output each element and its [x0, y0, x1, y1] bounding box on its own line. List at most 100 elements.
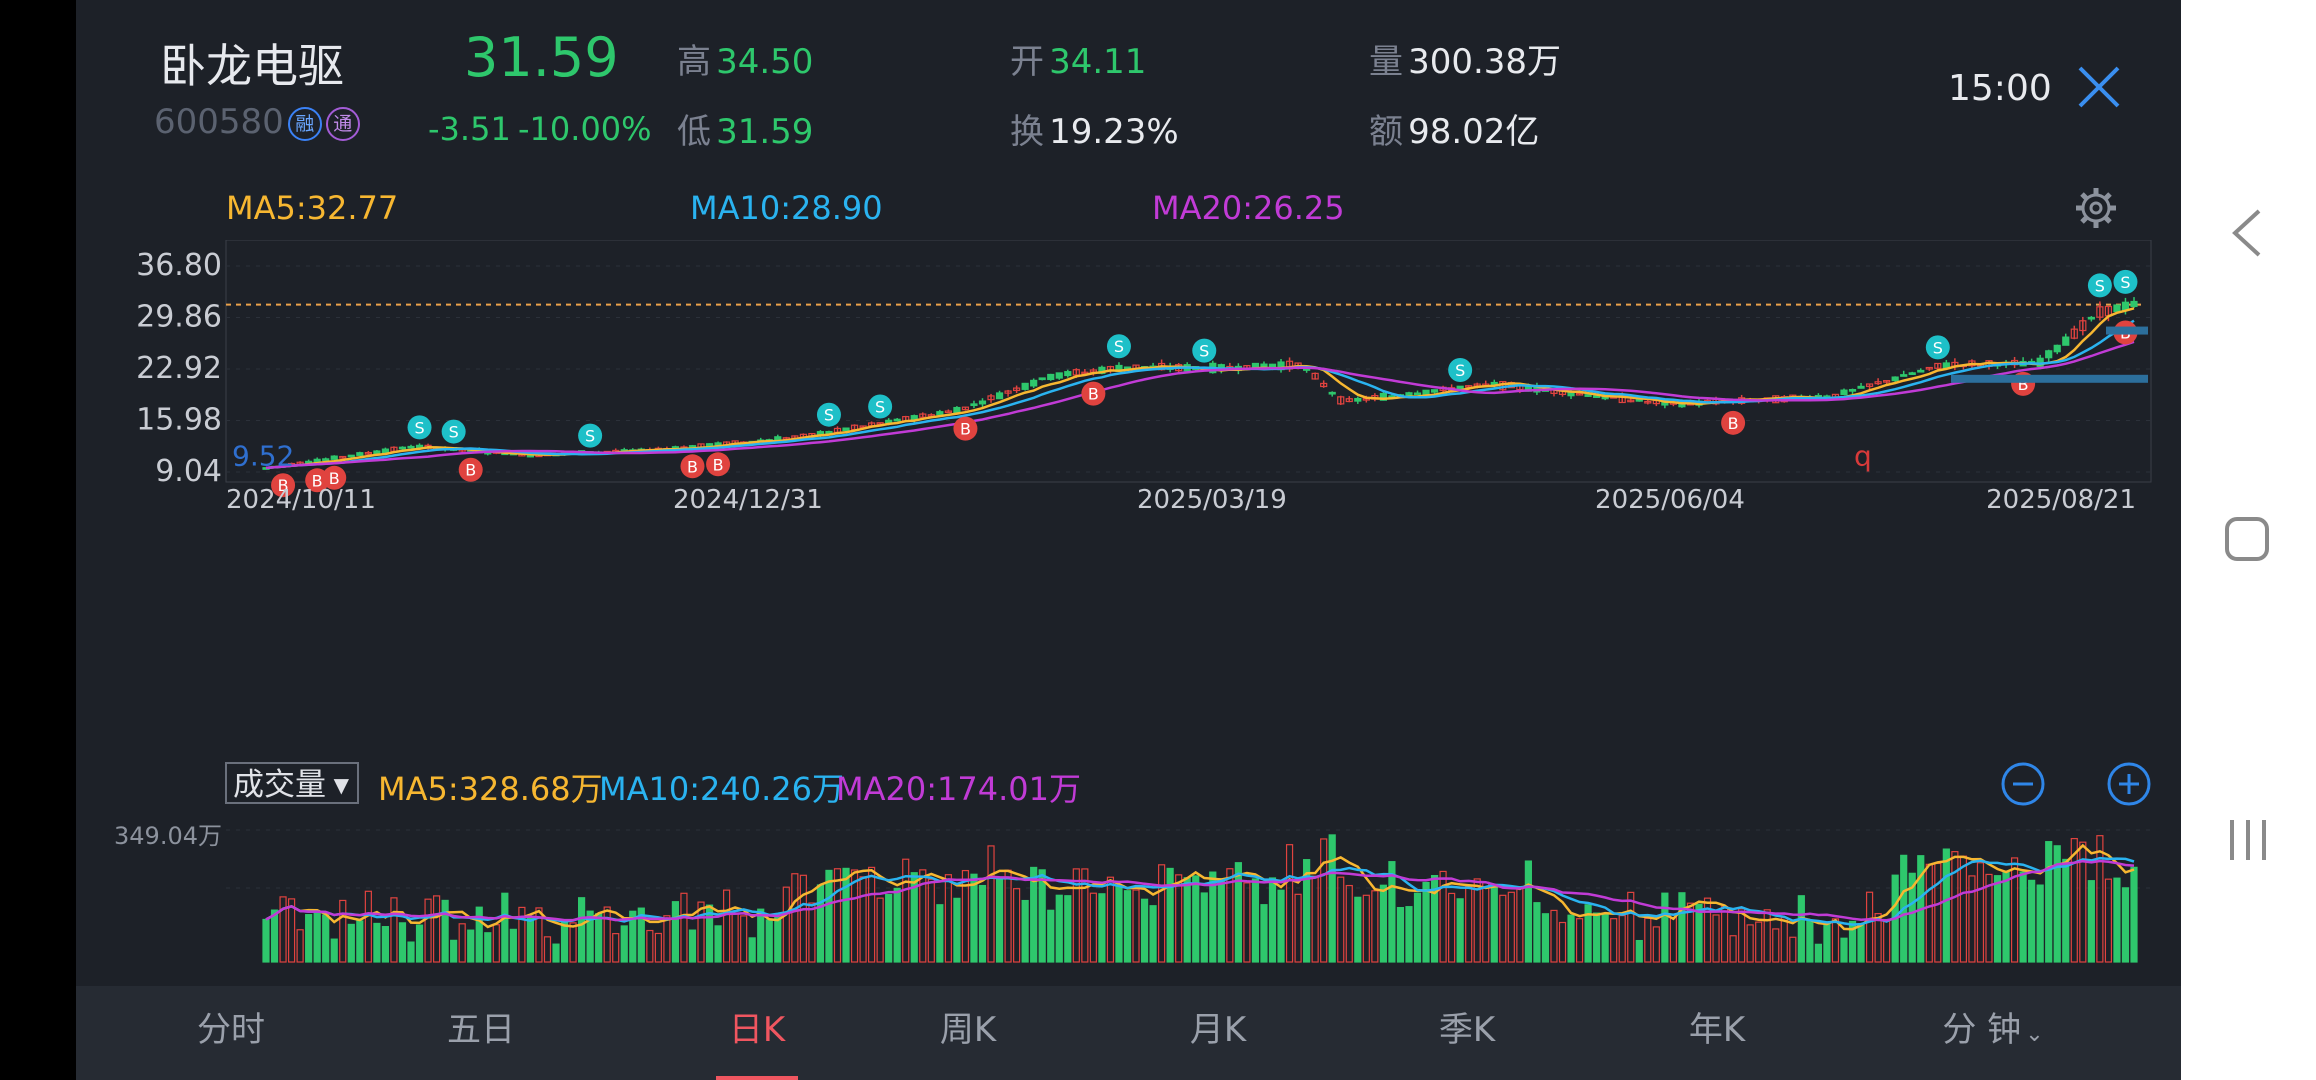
volume-bar	[868, 866, 876, 963]
volume-bar	[1047, 909, 1055, 963]
buy-signal-label: B	[312, 471, 323, 490]
volume-bar	[2036, 884, 2044, 963]
volume-bar	[1149, 905, 1157, 963]
home-nav-icon[interactable]	[2221, 513, 2273, 565]
volume-stat: 量 300.38万	[1369, 34, 1561, 83]
candle-body	[2113, 304, 2121, 313]
volume-bar	[603, 906, 611, 963]
kline-chart[interactable]: SSSSSSSSSSSBBBBBBBBBBB 36.8029.8622.9215…	[76, 240, 2181, 760]
volume-bar	[1422, 881, 1430, 963]
sell-signal-label: S	[449, 423, 459, 442]
tab-intraday[interactable]: 分时	[197, 1010, 265, 1050]
tab-quarterly-k[interactable]: 季K	[1438, 1010, 1496, 1050]
volume-chart[interactable]: 349.04万	[76, 810, 2181, 986]
volume-bar	[1448, 892, 1456, 963]
buy-signal-label: B	[278, 476, 289, 495]
high-price-marker: q	[1854, 440, 1872, 473]
candle-body	[1413, 392, 1422, 396]
volume-bar	[1072, 868, 1080, 963]
volume-bar	[1251, 878, 1260, 963]
buy-signal-icon	[953, 416, 978, 441]
buy-signal-label: B	[465, 461, 476, 480]
volume-bar	[1413, 892, 1422, 963]
volume-bar	[373, 922, 381, 963]
candle-body	[1123, 366, 1132, 370]
volume-bar	[1132, 889, 1140, 963]
volume-bar	[1601, 912, 1609, 963]
back-nav-icon[interactable]	[2227, 207, 2267, 259]
settings-gear-icon[interactable]	[2072, 184, 2120, 232]
volume-bar	[586, 910, 594, 963]
candle-body	[944, 410, 952, 414]
zoom-out-icon[interactable]	[1999, 760, 2047, 808]
volume-bar	[1746, 924, 1754, 963]
volume-bar	[1456, 898, 1464, 963]
volume-bar	[774, 916, 782, 963]
volume-bar	[560, 920, 569, 963]
volume-bar	[569, 922, 577, 963]
volume-bar	[1234, 862, 1242, 963]
sell-signal-label: S	[875, 397, 885, 416]
volume-bar	[1439, 870, 1447, 963]
volume-bar	[808, 902, 816, 963]
volume-bar	[526, 917, 535, 963]
volume-bar	[2087, 880, 2095, 963]
open-stat: 开 34.11	[1010, 34, 1146, 83]
candle-body	[1430, 389, 1439, 393]
volume-bar	[970, 873, 978, 963]
recents-nav-icon[interactable]	[2223, 815, 2273, 865]
candle-body	[1891, 376, 1899, 382]
candle-body	[1593, 395, 1601, 398]
volume-bar	[637, 907, 645, 963]
buy-signal-label: B	[1728, 414, 1739, 433]
candle-body	[1584, 394, 1592, 397]
volume-bar	[313, 910, 321, 963]
volume-bar	[1482, 881, 1490, 963]
tab-yearly-k[interactable]: 年K	[1688, 1010, 1746, 1050]
volume-bar	[1123, 890, 1132, 963]
volume-bar	[322, 914, 330, 963]
tab-daily-k[interactable]: 日K	[728, 1010, 786, 1050]
volume-bar	[1405, 906, 1413, 963]
volume-bar	[1976, 862, 1985, 963]
volume-bar	[2104, 878, 2113, 963]
volume-bar	[1217, 878, 1225, 963]
volume-bar	[2010, 857, 2019, 963]
volume-bar	[833, 868, 842, 963]
volume-bar	[953, 897, 961, 963]
tab-five-day[interactable]: 五日	[447, 1010, 515, 1050]
time-label: 15:00	[1948, 68, 2052, 109]
candle-body	[1627, 399, 1635, 403]
volume-bar	[1507, 891, 1515, 963]
volume-bar	[356, 920, 364, 963]
tab-minute[interactable]: 分 钟 ⌄	[1913, 1002, 2073, 1051]
volume-bar	[1260, 904, 1268, 963]
volume-bar	[1200, 892, 1208, 963]
app-window: 卧龙电驱 600580 融通 31.59 -3.51 -10.00% 高 34.5…	[76, 0, 2181, 1080]
volume-bar	[1158, 864, 1166, 963]
volume-bar	[1755, 921, 1763, 963]
volume-bar	[1013, 888, 1021, 963]
volume-indicator-select[interactable]: 成交量 ▼	[225, 762, 359, 804]
sell-signal-label: S	[2095, 276, 2105, 295]
volume-bar	[1004, 869, 1012, 963]
zoom-in-icon[interactable]	[2105, 760, 2153, 808]
sell-signal-icon	[816, 402, 841, 427]
volume-bar	[876, 897, 884, 963]
volume-bar	[1738, 908, 1746, 963]
tab-monthly-k[interactable]: 月K	[1189, 1010, 1247, 1050]
low-price-marker: 9.52	[232, 440, 294, 473]
x-tick-label: 2025/06/04	[1595, 485, 1745, 515]
close-icon[interactable]	[2074, 62, 2124, 112]
amount-stat: 额 98.02亿	[1369, 104, 1539, 153]
tab-minute-label: 分 钟	[1942, 1010, 2022, 1050]
volume-bar	[595, 913, 603, 963]
volume-bar	[1865, 891, 1874, 963]
tab-weekly-k[interactable]: 周K	[939, 1010, 997, 1050]
volume-bar	[270, 909, 279, 963]
volume-bar	[697, 901, 705, 963]
volume-bar	[1388, 861, 1396, 963]
candle-body	[1311, 372, 1319, 380]
amount-value: 98.02亿	[1408, 112, 1540, 152]
candle-body	[364, 451, 372, 455]
